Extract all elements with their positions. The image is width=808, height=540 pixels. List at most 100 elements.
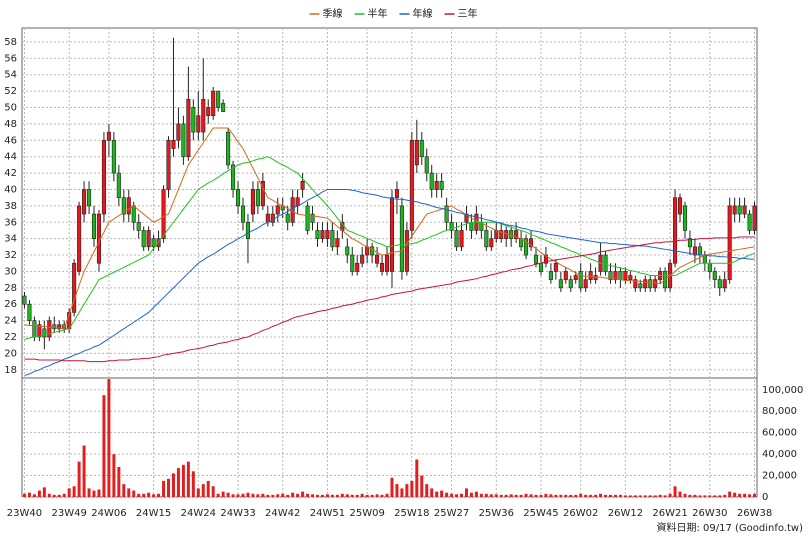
y-tick-label: 58 bbox=[4, 37, 17, 48]
candle-body bbox=[538, 262, 544, 272]
volume-bar bbox=[162, 480, 166, 497]
volume-bar bbox=[400, 488, 404, 497]
candle-body bbox=[603, 254, 608, 272]
y2-tick-label: 0 bbox=[762, 492, 768, 503]
volume-bar bbox=[112, 454, 116, 497]
candle-body bbox=[295, 197, 300, 207]
ma-line bbox=[24, 236, 755, 363]
y-tick-label: 24 bbox=[4, 316, 17, 327]
y-tick-label: 48 bbox=[4, 119, 17, 130]
candle-body bbox=[260, 180, 265, 207]
candle-body bbox=[623, 271, 628, 280]
candle-body bbox=[290, 197, 295, 223]
candle-body bbox=[285, 213, 290, 223]
candle-body bbox=[399, 205, 404, 272]
volume-bar bbox=[574, 494, 578, 497]
candle-body bbox=[221, 103, 226, 112]
volume-bar bbox=[97, 489, 101, 497]
y-tick-label: 20 bbox=[4, 348, 17, 359]
x-tick-label: 26W30 bbox=[692, 508, 727, 519]
volume-bar bbox=[67, 488, 71, 497]
volume-bar bbox=[718, 495, 722, 497]
candle-body bbox=[235, 189, 241, 207]
candle-body bbox=[464, 213, 469, 223]
candle-body bbox=[702, 254, 707, 264]
volume-bar bbox=[693, 494, 697, 497]
candle-body bbox=[454, 230, 459, 248]
candle-body bbox=[638, 283, 643, 289]
candle-body bbox=[330, 230, 335, 248]
candle-body bbox=[459, 230, 464, 248]
candle-body bbox=[613, 271, 618, 280]
volume-bar bbox=[231, 494, 235, 497]
candle-body bbox=[375, 254, 380, 264]
volume-bar bbox=[594, 494, 598, 497]
volume-bar bbox=[236, 494, 240, 497]
candle-body bbox=[216, 90, 221, 108]
candle-body bbox=[419, 139, 424, 157]
candle-body bbox=[315, 230, 320, 239]
volume-bar bbox=[683, 493, 687, 497]
volume-bar bbox=[529, 494, 533, 497]
candle-body bbox=[692, 246, 697, 256]
volume-bar bbox=[52, 494, 56, 497]
candle-body bbox=[553, 262, 558, 272]
volume-bar bbox=[733, 492, 737, 497]
candle-body bbox=[255, 189, 260, 207]
candle-body bbox=[489, 238, 494, 248]
volume-bar bbox=[390, 477, 394, 497]
candle-body bbox=[434, 180, 439, 190]
candle-body bbox=[310, 213, 315, 223]
candle-body bbox=[345, 246, 350, 256]
plot-frame bbox=[21, 27, 758, 498]
volume-bar bbox=[723, 494, 727, 497]
volume-bar bbox=[524, 493, 528, 497]
volume-bar bbox=[638, 495, 642, 497]
volume-bar bbox=[261, 493, 265, 497]
candle-body bbox=[300, 180, 305, 190]
candle-body bbox=[578, 271, 583, 289]
candle-body bbox=[394, 189, 399, 198]
candle-body bbox=[171, 139, 176, 149]
candle-body bbox=[643, 279, 648, 289]
candle-body bbox=[558, 279, 563, 289]
y-tick-label: 50 bbox=[4, 103, 17, 114]
x-tick-label: 23W40 bbox=[7, 508, 42, 519]
volume-bar bbox=[738, 493, 742, 497]
volume-bar bbox=[410, 480, 414, 497]
volume-bar bbox=[316, 494, 319, 497]
candle-body bbox=[245, 221, 251, 239]
volume-bar bbox=[82, 445, 86, 497]
candle-body bbox=[191, 107, 196, 133]
volume-bar bbox=[564, 494, 568, 497]
candle-body bbox=[335, 238, 340, 248]
candle-body bbox=[439, 180, 444, 190]
volume-bar bbox=[623, 495, 627, 497]
volume-bar bbox=[569, 494, 573, 497]
volume-bar bbox=[350, 494, 354, 497]
candle-body bbox=[22, 295, 27, 305]
candle-body bbox=[91, 213, 97, 239]
volume-bar bbox=[425, 484, 429, 497]
candle-body bbox=[742, 205, 747, 215]
candle-body bbox=[231, 164, 236, 190]
candle-body bbox=[82, 189, 87, 215]
volume-bar bbox=[370, 494, 374, 497]
candle-body bbox=[608, 271, 613, 280]
candle-body bbox=[548, 271, 553, 280]
volume-bar bbox=[668, 493, 672, 497]
volume-bar bbox=[335, 494, 339, 497]
x-tick-label: 24W42 bbox=[265, 508, 300, 519]
volume-bar bbox=[604, 494, 608, 497]
ma-line bbox=[24, 127, 755, 330]
candle-body bbox=[499, 230, 504, 239]
volume-bar bbox=[435, 491, 439, 497]
y-tick-label: 32 bbox=[4, 250, 17, 261]
volume-bar bbox=[47, 493, 51, 497]
candle-body bbox=[166, 139, 171, 190]
volume-bar bbox=[609, 494, 612, 497]
volume-bar bbox=[484, 493, 488, 497]
x-tick-label: 26W38 bbox=[737, 508, 772, 519]
x-tick-label: 24W15 bbox=[136, 508, 171, 519]
candle-body bbox=[543, 254, 548, 264]
